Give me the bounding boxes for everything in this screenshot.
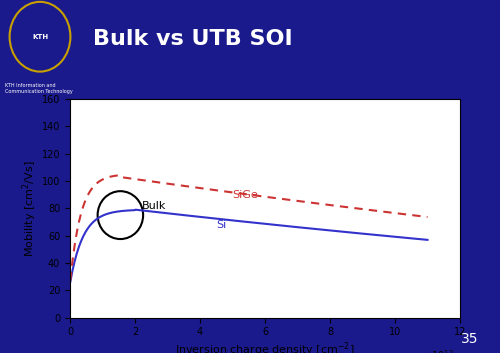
Text: SiGe: SiGe: [232, 190, 258, 199]
Text: 35: 35: [461, 332, 479, 346]
Text: $\times10^{12}$: $\times10^{12}$: [423, 348, 454, 353]
X-axis label: Inversion charge density [cm$^{-2}$]: Inversion charge density [cm$^{-2}$]: [175, 340, 355, 353]
Text: Bulk: Bulk: [142, 201, 166, 210]
Text: KTH Information and
Communication Technology: KTH Information and Communication Techno…: [5, 83, 73, 94]
Text: KTH: KTH: [32, 34, 48, 40]
Y-axis label: Mobility [cm$^2$/Vs]: Mobility [cm$^2$/Vs]: [20, 160, 39, 257]
Text: Bulk vs UTB SOI: Bulk vs UTB SOI: [92, 29, 292, 49]
Text: Si: Si: [216, 220, 226, 230]
